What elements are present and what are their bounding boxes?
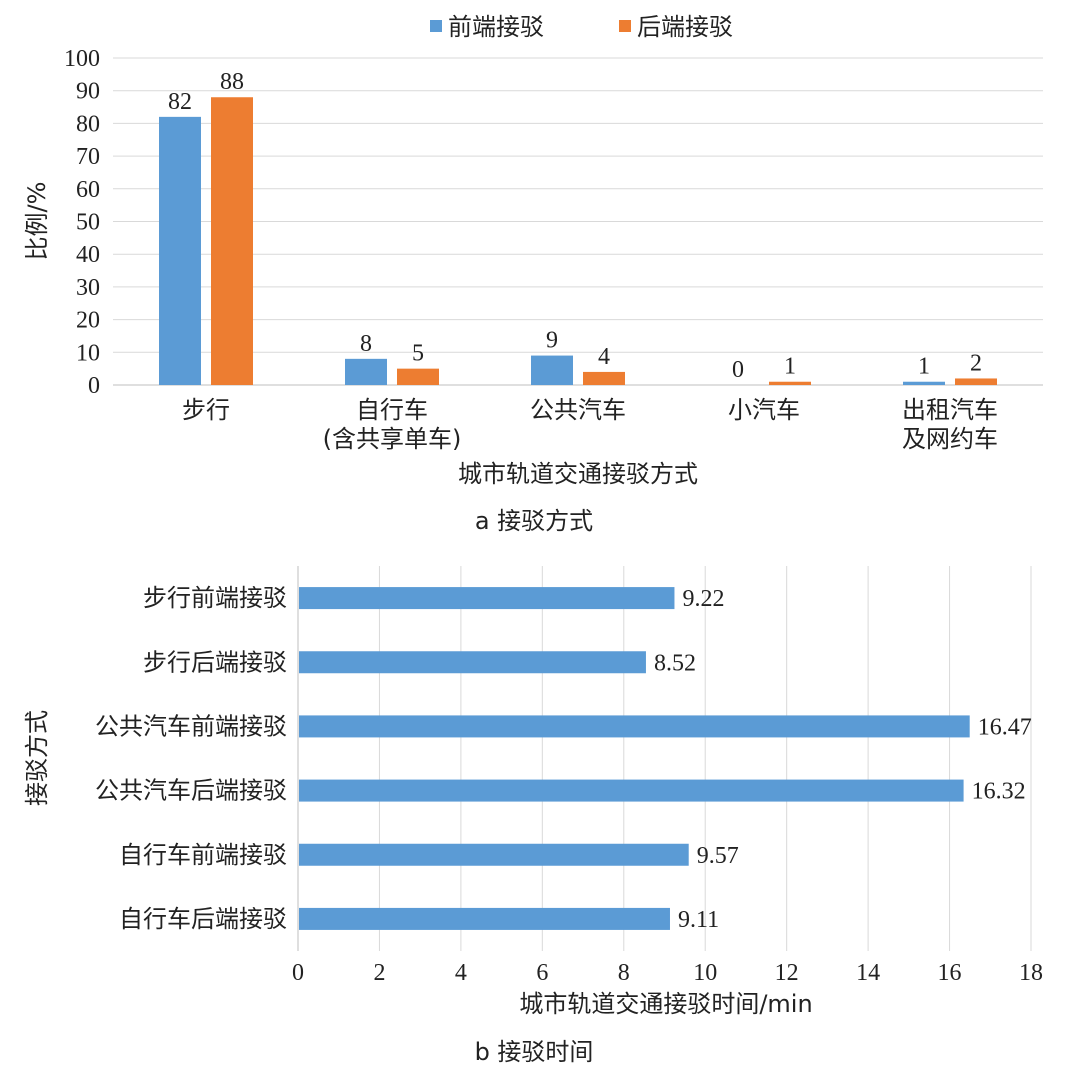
x-tick-label: 小汽车	[728, 396, 800, 424]
category-label: 公共汽车前端接驳	[95, 712, 287, 740]
bar	[299, 907, 670, 930]
chart-a-gridlines	[113, 57, 1043, 386]
bar	[531, 355, 573, 385]
x-tick-label: 14	[856, 960, 880, 986]
data-label: 16.32	[972, 779, 1026, 805]
y-tick-label: 60	[76, 177, 100, 203]
data-label: 9	[546, 328, 558, 354]
category-label: 步行后端接驳	[143, 648, 287, 676]
y-tick-label: 50	[76, 210, 100, 236]
chart-b-access-time: 9.22 8.52 16.47 16.32 9.57 9.11 步行前端接驳步行后端接驳公…	[23, 566, 1043, 1066]
category-label: 步行前端接驳	[143, 584, 287, 612]
x-tick-label: 12	[775, 960, 799, 986]
chart-b-gridlines	[297, 566, 1032, 951]
bar	[769, 381, 811, 385]
x-tick-label: 8	[618, 960, 630, 986]
y-tick-label: 0	[88, 373, 100, 399]
y-tick-label: 70	[76, 144, 100, 170]
data-label: 88	[220, 69, 244, 95]
chart-b-category-labels: 步行前端接驳步行后端接驳公共汽车前端接驳公共汽车后端接驳自行车前端接驳自行车后端…	[95, 584, 287, 933]
chart-a-y-axis-label: 比例/%	[23, 182, 51, 261]
category-label: 自行车后端接驳	[119, 905, 287, 933]
x-tick-label: 公共汽车	[530, 396, 626, 424]
x-tick-label: 4	[455, 960, 467, 986]
chart-b-bars: 9.22 8.52 16.47 16.32 9.57 9.11	[299, 586, 1032, 933]
data-label: 5	[412, 341, 424, 367]
data-label: 2	[970, 350, 982, 376]
data-label: 0	[732, 357, 744, 383]
y-tick-label: 30	[76, 275, 100, 301]
data-label: 9.57	[697, 843, 739, 869]
category-label: 公共汽车后端接驳	[95, 777, 287, 805]
y-tick-label: 100	[64, 46, 100, 72]
x-tick-label: 2	[373, 960, 385, 986]
bar	[211, 97, 253, 386]
chart-a-caption: a 接驳方式	[475, 507, 593, 535]
chart-b-caption: b 接驳时间	[475, 1038, 594, 1066]
data-label: 1	[784, 354, 796, 380]
x-tick-label: 出租汽车	[902, 396, 998, 424]
legend-swatch	[430, 20, 442, 32]
y-tick-label: 40	[76, 242, 100, 268]
legend-swatch	[619, 20, 631, 32]
bar	[299, 651, 646, 674]
chart-b-y-axis-label: 接驳方式	[23, 710, 51, 806]
chart-b-x-axis-label: 城市轨道交通接驳时间/min	[519, 990, 812, 1018]
x-tick-label: 0	[292, 960, 304, 986]
x-tick-label: 6	[536, 960, 548, 986]
chart-a-legend: 前端接驳 后端接驳	[430, 13, 733, 41]
chart-b-x-tick-labels: 0 2 4 6 8 10 12 14 16 18	[292, 960, 1043, 986]
x-tick-label: 步行	[182, 396, 230, 424]
bar	[299, 715, 970, 738]
data-label: 1	[918, 354, 930, 380]
data-label: 8	[360, 331, 372, 357]
bar	[397, 368, 439, 385]
data-label: 4	[598, 344, 610, 370]
x-tick-label: 及网约车	[902, 425, 998, 453]
x-tick-label: 18	[1019, 960, 1043, 986]
bar	[345, 358, 387, 385]
data-label: 8.52	[654, 650, 696, 676]
bar	[159, 116, 201, 386]
bar	[299, 843, 689, 866]
x-tick-label: 10	[693, 960, 717, 986]
chart-a-x-axis-label: 城市轨道交通接驳方式	[458, 460, 698, 488]
y-tick-label: 80	[76, 111, 100, 137]
x-tick-label: 自行车	[356, 396, 428, 424]
x-tick-label: 16	[938, 960, 962, 986]
data-label: 16.47	[978, 714, 1032, 740]
data-label: 82	[168, 89, 192, 115]
bar	[299, 779, 964, 802]
bar	[955, 378, 997, 385]
bar	[583, 371, 625, 385]
y-tick-label: 20	[76, 308, 100, 334]
data-label: 9.11	[678, 907, 719, 933]
y-tick-label: 10	[76, 340, 100, 366]
data-label: 9.22	[682, 586, 724, 612]
legend-label: 前端接驳	[448, 13, 544, 41]
y-tick-label: 90	[76, 79, 100, 105]
chart-a-y-tick-labels: 0 10 20 30 40 50 60 70 80 90 100	[64, 46, 100, 399]
x-tick-label: (含共享单车)	[323, 425, 462, 453]
bar	[299, 587, 675, 610]
category-label: 自行车前端接驳	[119, 841, 287, 869]
legend-label: 后端接驳	[637, 13, 733, 41]
bar	[903, 381, 945, 385]
